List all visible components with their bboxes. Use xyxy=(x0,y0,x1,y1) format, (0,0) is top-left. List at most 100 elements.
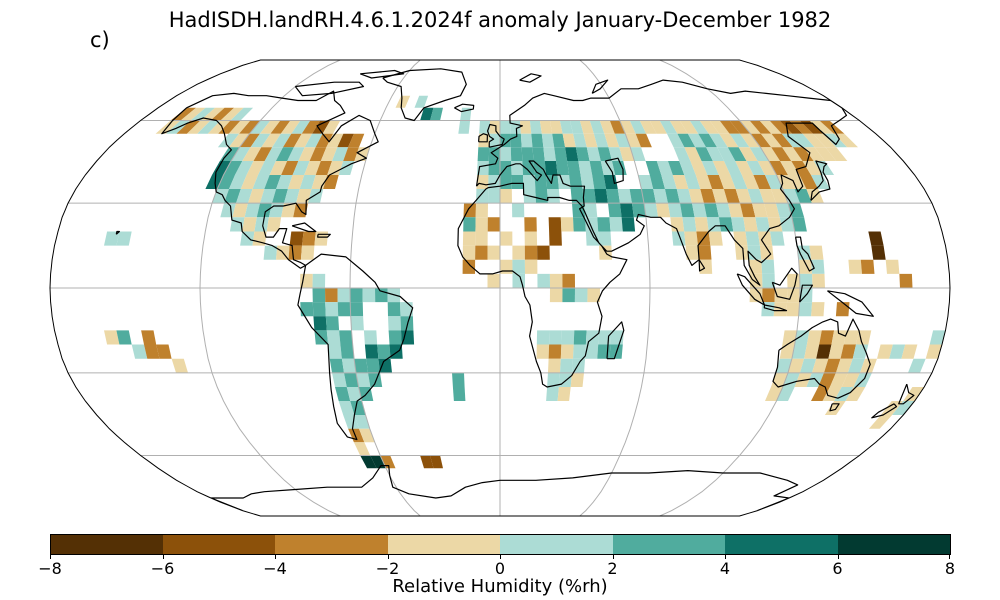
anomaly-cell xyxy=(745,231,760,246)
anomaly-cell xyxy=(585,344,599,359)
colorbar-tick xyxy=(162,554,164,559)
anomaly-cell xyxy=(338,401,355,415)
anomaly-cell xyxy=(281,203,296,218)
anomaly-cell xyxy=(256,203,272,218)
anomaly-cell xyxy=(708,231,723,246)
anomaly-cell xyxy=(176,120,201,134)
anomaly-cell xyxy=(848,358,865,373)
anomaly-cell xyxy=(676,189,692,204)
anomaly-cell xyxy=(685,245,700,260)
anomaly-cell xyxy=(708,133,728,148)
anomaly-cell xyxy=(309,147,327,161)
anomaly-cell xyxy=(420,455,434,469)
anomaly-cell xyxy=(723,189,740,204)
anomaly-cell xyxy=(475,217,488,232)
anomaly-cell xyxy=(860,259,875,274)
anomaly-cell xyxy=(228,120,251,134)
anomaly-cell xyxy=(500,175,512,189)
anomaly-cell xyxy=(908,358,926,373)
anomaly-cell xyxy=(712,161,731,175)
anomaly-cell xyxy=(281,161,299,175)
anomaly-cell xyxy=(537,245,550,260)
anomaly-cell xyxy=(375,288,388,303)
anomaly-cell xyxy=(749,288,763,303)
anomaly-cell xyxy=(556,161,570,175)
anomaly-cell xyxy=(520,133,533,148)
anomaly-cell xyxy=(462,231,476,246)
anomaly-cell xyxy=(549,273,563,288)
anomaly-cell xyxy=(706,147,724,161)
anomaly-cell xyxy=(236,189,253,204)
anomaly-cell xyxy=(682,217,697,232)
anomaly-cell xyxy=(809,245,824,260)
anomaly-cell xyxy=(788,358,805,373)
anomaly-cell xyxy=(242,147,262,161)
anomaly-cell xyxy=(312,120,331,134)
anomaly-cell xyxy=(260,189,277,204)
anomaly-cell xyxy=(180,107,206,121)
anomaly-cell xyxy=(757,161,777,175)
anomaly-cell xyxy=(765,387,783,401)
coastline xyxy=(291,222,317,233)
anomaly-cell xyxy=(752,203,768,218)
colorbar-tick xyxy=(837,554,839,559)
anomaly-cell xyxy=(719,133,739,148)
anomaly-cell xyxy=(535,189,548,204)
anomaly-cell xyxy=(350,401,366,415)
anomaly-cell xyxy=(747,245,762,260)
anomaly-cell xyxy=(500,147,512,161)
anomaly-cell xyxy=(348,133,365,148)
anomaly-cell xyxy=(753,175,771,189)
anomaly-cell xyxy=(298,147,316,161)
anomaly-cell xyxy=(340,344,355,359)
anomaly-cell xyxy=(144,344,160,359)
anomaly-cell xyxy=(363,330,378,345)
anomaly-cell xyxy=(487,217,500,232)
coastline xyxy=(478,133,488,143)
panel-label: c) xyxy=(90,28,110,52)
anomaly-cell xyxy=(579,120,594,134)
anomaly-cell xyxy=(463,217,476,232)
anomaly-cell xyxy=(488,175,500,189)
colorbar-tick xyxy=(275,554,276,559)
anomaly-cell xyxy=(716,203,732,218)
anomaly-cell xyxy=(598,330,612,345)
anomaly-cell xyxy=(762,288,775,303)
anomaly-cell xyxy=(510,147,523,161)
colorbar-tick xyxy=(949,554,950,559)
anomaly-cell xyxy=(544,161,558,175)
coastline xyxy=(210,465,799,512)
anomaly-cell xyxy=(661,175,677,189)
anomaly-cell xyxy=(360,455,377,469)
anomaly-cell xyxy=(749,120,772,134)
anomaly-cell xyxy=(620,203,634,218)
anomaly-cell xyxy=(510,133,522,148)
anomaly-cell xyxy=(729,120,751,134)
anomaly-cell xyxy=(549,288,563,303)
anomaly-cell xyxy=(554,147,568,161)
anomaly-cell xyxy=(217,133,240,148)
anomaly-cell xyxy=(877,344,893,359)
anomaly-cell xyxy=(727,147,747,161)
anomaly-cell xyxy=(524,259,538,274)
anomaly-cell xyxy=(813,133,837,148)
anomaly-cell xyxy=(546,175,559,189)
anomaly-cell xyxy=(284,189,300,204)
anomaly-cell xyxy=(548,358,561,373)
anomaly-cell xyxy=(749,273,763,288)
anomaly-cell xyxy=(771,133,793,148)
anomaly-cell xyxy=(667,133,685,148)
anomaly-cell xyxy=(901,344,918,359)
anomaly-cell xyxy=(116,330,132,345)
anomaly-cell xyxy=(575,147,590,161)
anomaly-cell xyxy=(773,302,788,317)
coastline xyxy=(772,318,871,399)
anomaly-cell xyxy=(871,245,886,260)
anomaly-cell xyxy=(679,161,696,175)
anomaly-cell xyxy=(489,120,500,134)
anomaly-cell xyxy=(925,344,942,359)
anomaly-cell xyxy=(679,120,699,134)
anomaly-cell xyxy=(301,120,321,134)
anomaly-cell xyxy=(348,428,365,443)
anomaly-cell xyxy=(131,344,148,359)
